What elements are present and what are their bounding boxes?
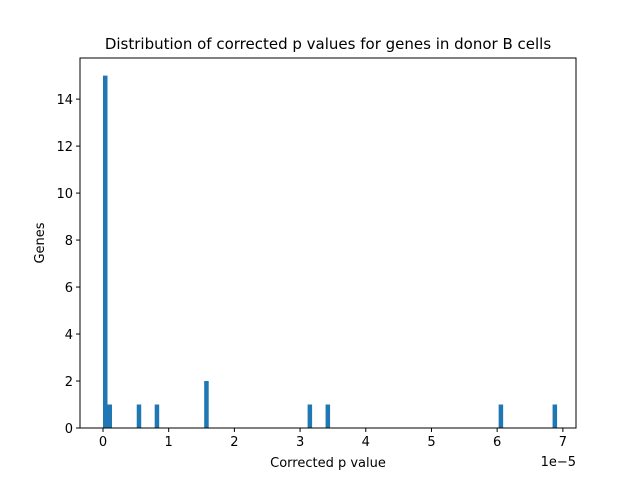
y-tick-label: 8: [65, 234, 73, 249]
x-tick-label: 0: [99, 435, 107, 450]
y-tick-label: 6: [65, 281, 73, 296]
y-tick-label: 10: [56, 187, 73, 202]
histogram-bar: [552, 404, 558, 428]
histogram-bar: [325, 404, 331, 428]
y-tick-label: 2: [65, 375, 73, 390]
x-tick-label: 6: [493, 435, 501, 450]
x-axis-offset-text: 1e−5: [541, 455, 576, 470]
y-ticks-group: 0 2 4 6 8 10 12 14: [56, 93, 80, 437]
y-tick-label: 14: [56, 93, 73, 108]
histogram-bar: [498, 404, 504, 428]
histogram-bar: [307, 404, 313, 428]
x-tick-label: 7: [559, 435, 567, 450]
x-tick-label: 4: [362, 435, 370, 450]
x-tick-label: 5: [427, 435, 435, 450]
x-ticks-group: 0 1 2 3 4 5 6 7: [99, 428, 567, 450]
histogram-bar: [102, 75, 108, 428]
histogram-bar: [107, 404, 112, 428]
y-tick-label: 0: [65, 422, 73, 437]
histogram-bar: [154, 404, 160, 428]
bars-group: [102, 75, 558, 428]
histogram-bar: [204, 381, 209, 428]
x-tick-label: 3: [296, 435, 304, 450]
chart-title: Distribution of corrected p values for g…: [105, 35, 551, 53]
y-tick-label: 12: [56, 140, 73, 155]
x-axis-label: Corrected p value: [270, 456, 386, 471]
histogram-bar: [136, 404, 142, 428]
y-axis-label: Genes: [33, 222, 48, 263]
x-tick-label: 2: [230, 435, 238, 450]
plot-frame: [79, 57, 577, 429]
y-tick-label: 4: [65, 328, 73, 343]
x-tick-label: 1: [165, 435, 173, 450]
